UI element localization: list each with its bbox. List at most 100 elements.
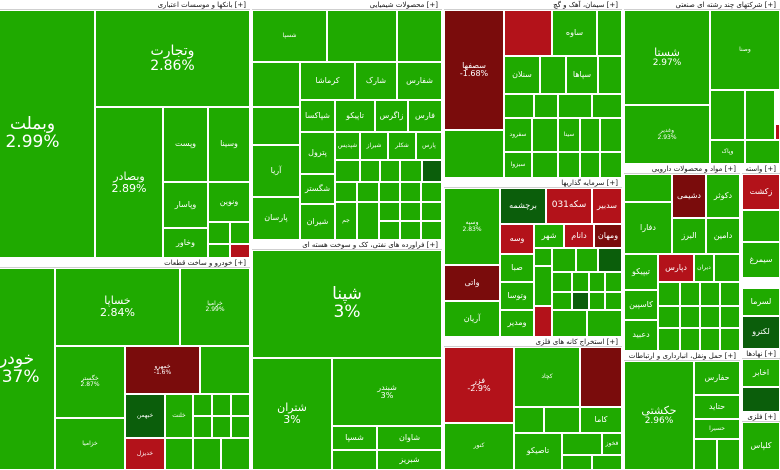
tile-cem-10[interactable] [444, 130, 504, 178]
tile-side-2[interactable] [742, 387, 780, 412]
tile-aria[interactable]: آریا [252, 145, 300, 197]
sector-header-transport[interactable]: حمل ونقل، انبارداری و ارتباطات [+] [624, 351, 740, 361]
tile-chem-12[interactable] [357, 182, 379, 202]
tile-inv-14[interactable] [534, 306, 552, 337]
tile-chem-20[interactable] [379, 221, 400, 240]
tile-chem-1[interactable]: شسپا [252, 10, 327, 62]
tile-vkhavar[interactable]: وخاور [163, 228, 208, 258]
tile-khzamia[interactable]: خزامیا [55, 418, 125, 470]
tile-auto-small-3[interactable] [212, 394, 231, 416]
tile-hafarsa[interactable]: حفارس [694, 361, 740, 395]
tile-arian[interactable]: آریان [444, 301, 500, 337]
sector-header-telecom[interactable]: نهادها [+] [742, 349, 780, 359]
tile-vpakhsh[interactable]: وپاک [710, 140, 745, 164]
tile-pars[interactable]: پارس [416, 132, 442, 160]
tile-chem-5[interactable] [252, 107, 300, 145]
tile-kasapin[interactable]: کاسپین [624, 290, 658, 320]
tile-pharma-4[interactable] [680, 282, 700, 306]
tile-fakhouz[interactable]: فخوز [602, 433, 622, 455]
tile-dabid[interactable]: دعبید [624, 320, 658, 351]
tile-auto-small-1[interactable] [200, 346, 250, 394]
tile-bcheshmeh[interactable]: برچشمه [500, 188, 546, 224]
tile-cem-12[interactable] [580, 118, 600, 152]
tile-inv-5[interactable] [534, 266, 552, 306]
tile-multi-1[interactable] [710, 90, 745, 140]
tile-chem-18[interactable] [400, 202, 421, 221]
tile-shgostar[interactable]: شگستر [300, 174, 335, 204]
tile-auto-small-7[interactable] [231, 416, 250, 438]
tile-vatei[interactable]: واتی [444, 265, 500, 301]
tile-khodro[interactable]: خودرو 2.37% [0, 268, 55, 470]
tile-danam[interactable]: دانام [564, 224, 594, 248]
tile-chem-10[interactable] [422, 160, 442, 182]
tile-cem-7[interactable] [534, 94, 558, 118]
tile-cem-15[interactable] [558, 152, 580, 178]
tile-bank-small-4[interactable] [208, 244, 230, 258]
tile-cem-6[interactable] [504, 94, 534, 118]
tile-tipiko[interactable]: تیپیکو [624, 254, 658, 290]
tile-inv-13[interactable] [605, 292, 622, 310]
tile-inv-2[interactable] [552, 248, 576, 272]
tile-shekhzar[interactable]: زاگرس [375, 100, 408, 132]
tile-khdizel[interactable]: خدیزل [125, 438, 165, 470]
tile-vsepah[interactable]: وسپه 2.83% [444, 188, 500, 265]
tile-khgostar[interactable]: خگستر 2.87% [55, 346, 125, 418]
tile-cem-3[interactable] [597, 10, 622, 56]
sector-header-multi[interactable]: شرکتهای چند رشته ای صنعتی [+] [624, 0, 780, 10]
tile-vsina[interactable]: وسینا [208, 107, 250, 182]
tile-chem-9[interactable] [400, 160, 422, 182]
tile-sahand[interactable]: وسه [500, 224, 534, 254]
tile-chem-4[interactable] [252, 62, 300, 107]
tile-mine-1[interactable] [580, 347, 622, 407]
tile-fars[interactable]: فارس [408, 100, 442, 132]
tile-kachad[interactable]: کچاد [514, 347, 580, 407]
tile-sesoofi[interactable]: سیمرغ [742, 242, 780, 278]
tile-tpco[interactable]: تاپیکو [335, 100, 375, 132]
tile-inv-6[interactable] [552, 272, 572, 292]
tile-ssalan[interactable]: سنلان [504, 56, 540, 94]
tile-arka[interactable]: اخابر [742, 359, 780, 387]
tile-vsadid[interactable]: سدبیر [592, 188, 622, 224]
tile-vtejarat[interactable]: وتجارت 2.86% [95, 10, 250, 107]
tile-inv-10[interactable] [552, 292, 572, 310]
sector-header-mining[interactable]: استخراج کانه های فلزی [+] [444, 337, 622, 347]
tile-cem-4[interactable] [540, 56, 566, 94]
tile-chem-13[interactable] [379, 182, 400, 202]
tile-trans-2[interactable] [717, 439, 740, 470]
tile-dipars[interactable]: دپارس [658, 254, 694, 282]
tile-auto-small-10[interactable] [221, 438, 250, 470]
sector-header-invest[interactable]: سرمایه گذاریها [+] [444, 178, 622, 188]
sector-header-auto[interactable]: خودرو و ساخت قطعات [+] [0, 258, 250, 268]
tile-pharma-5[interactable] [700, 282, 720, 306]
tile-inv-11[interactable] [572, 292, 589, 310]
tile-cem-5[interactable] [598, 56, 622, 94]
tile-chem-21[interactable] [400, 221, 421, 240]
tile-cem-14[interactable] [532, 152, 558, 178]
tile-chem-22[interactable] [421, 221, 442, 240]
tile-shahr[interactable]: شهر [534, 224, 564, 248]
sector-header-metal[interactable]: فلزی [+] [742, 412, 780, 422]
tile-shpna[interactable]: شپنا 3% [252, 250, 442, 358]
tile-pharma-2[interactable] [714, 254, 740, 282]
tile-vsina2[interactable]: صبا [500, 254, 534, 282]
tile-jam[interactable]: جم [335, 202, 357, 240]
tile-chem-14[interactable] [400, 182, 421, 202]
tile-chem-16[interactable] [357, 202, 379, 240]
tile-shsina[interactable]: شسپا [332, 426, 377, 450]
tile-khmehvar[interactable]: خمهرو -1.6% [125, 346, 200, 394]
tile-auto-small-9[interactable] [193, 438, 221, 470]
tile-multi-3[interactable] [775, 124, 780, 140]
tile-ddirah[interactable]: دشیمی [672, 174, 706, 218]
tile-pharma-13[interactable] [700, 328, 720, 351]
tile-kermasha[interactable]: کرماشا [300, 62, 355, 100]
tile-vbsader[interactable]: وبصادر 2.89% [95, 107, 163, 258]
tile-auto-small-5[interactable] [193, 416, 212, 438]
tile-sharak[interactable]: شارک [355, 62, 397, 100]
tile-vpasar[interactable]: وپاسار [163, 182, 208, 228]
tile-inv-9[interactable] [605, 272, 622, 292]
tile-dalborz[interactable]: البرز [672, 218, 706, 254]
tile-shpars[interactable]: شپاکسا [300, 100, 335, 132]
tile-pharma-10[interactable] [720, 306, 740, 328]
tile-vmadir[interactable]: ومدیر [500, 310, 534, 337]
tile-inv-16[interactable] [587, 310, 622, 337]
